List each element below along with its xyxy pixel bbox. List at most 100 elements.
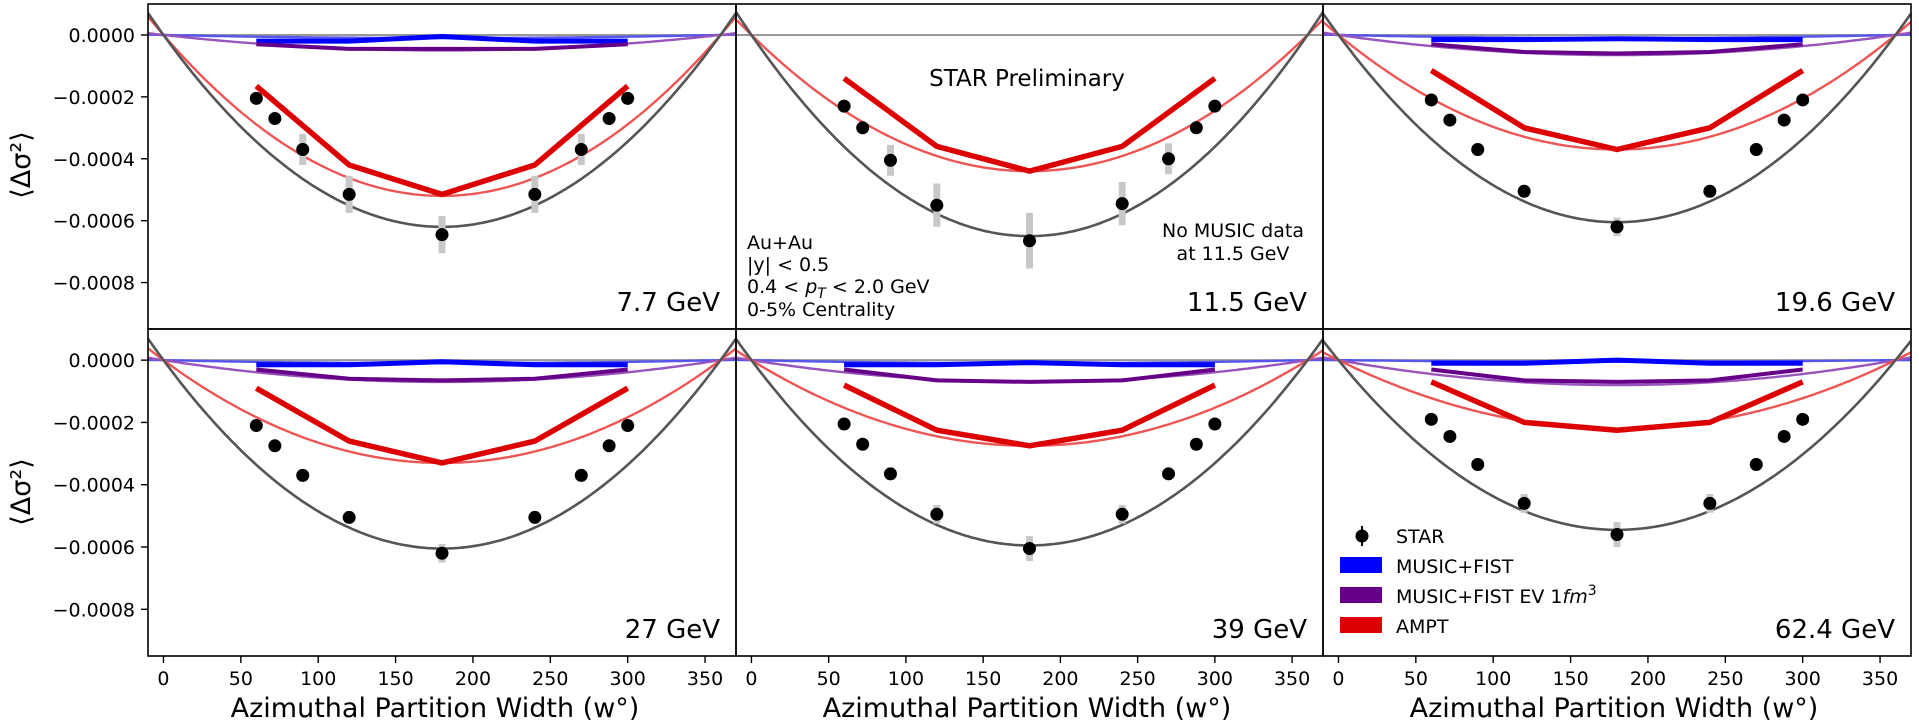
star-point [1471, 457, 1485, 471]
legend-music-swatch [1340, 557, 1382, 573]
music-fist-band [256, 34, 628, 44]
x-tick-label: 50 [229, 668, 253, 690]
legend-star-marker [1355, 529, 1369, 543]
panel-plot-area [1323, 12, 1911, 237]
x-tick-label: 250 [532, 668, 568, 690]
star-point [574, 468, 588, 482]
y-tick-label: −0.0004 [53, 149, 135, 171]
star-point [837, 417, 851, 431]
legend-star-label: STAR [1396, 526, 1444, 548]
x-tick-label: 100 [888, 668, 924, 690]
star-point [1796, 93, 1810, 107]
panels-layer: 7.7 GeV 0.0000 −0.0002 −0.0004 −0.0006 −0.000… [53, 3, 1912, 690]
star-point [342, 510, 356, 524]
star-point [528, 510, 542, 524]
x-tick-label: 50 [817, 668, 841, 690]
preliminary-label: STAR Preliminary [929, 66, 1125, 92]
x-tick-label: 350 [687, 668, 723, 690]
x-tick-label: 0 [745, 668, 757, 690]
star-point [435, 228, 449, 242]
legend-ampt-label: AMPT [1396, 616, 1449, 638]
star-point [249, 91, 263, 105]
star-point [1517, 184, 1531, 198]
ampt-band [254, 385, 630, 466]
ampt-fit-curve [736, 18, 1323, 173]
y-tick-label: 0.0000 [69, 350, 135, 372]
panel-1: 7.7 GeV 0.0000 −0.0002 −0.0004 −0.0006 −0.000… [53, 3, 737, 330]
legend-music-label: MUSIC+FIST [1396, 556, 1514, 578]
music-fist-band [256, 359, 628, 368]
star-point [602, 112, 616, 126]
star-point [342, 187, 356, 201]
panel-2: 11.5 GeV [735, 3, 1324, 330]
star-point [856, 121, 870, 135]
star-point [1443, 113, 1457, 127]
star-point [1115, 507, 1129, 521]
star-point [1189, 121, 1203, 135]
ampt-fit-curve [1323, 351, 1911, 430]
star-fit-curve [1323, 339, 1911, 532]
x-tick-label: 300 [610, 668, 646, 690]
y-tick-label: −0.0004 [53, 475, 135, 497]
music-fist-ev-band [1431, 42, 1803, 56]
star-point [1471, 142, 1485, 156]
ampt-band [1430, 379, 1804, 433]
x-tick-label: 200 [1630, 668, 1666, 690]
x-tick-label: 150 [1552, 668, 1588, 690]
y-tick-label: −0.0006 [53, 211, 135, 233]
star-point [621, 419, 635, 433]
x-tick-label: 200 [1042, 668, 1078, 690]
x-axis-title-3: Azimuthal Partition Width (w°) [1410, 693, 1819, 720]
energy-label: 11.5 GeV [1187, 288, 1307, 318]
star-point [528, 187, 542, 201]
x-tick-label: 250 [1707, 668, 1743, 690]
ampt-band [842, 76, 1217, 174]
x-tick-label: 300 [1785, 668, 1821, 690]
y-axis-title-bottom: ⟨Δσ²⟩ [6, 458, 37, 525]
panel-4: 27 GeV 0.0000 −0.0002 −0.0004 −0.0006 −0.0008… [53, 328, 737, 690]
star-point [268, 112, 282, 126]
ampt-band [254, 83, 630, 198]
star-point [1189, 437, 1203, 451]
x-tick-label: 100 [1475, 668, 1511, 690]
panel-plot-area [148, 12, 736, 254]
legend-ampt-swatch [1340, 617, 1382, 633]
x-axis-title-2: Azimuthal Partition Width (w°) [823, 693, 1232, 720]
star-point [602, 439, 616, 453]
music-fist-ev-band [256, 42, 628, 51]
music-fist-band [1431, 36, 1803, 43]
star-point [1777, 429, 1791, 443]
star-point [856, 437, 870, 451]
music-fist-ev-band [843, 367, 1216, 384]
star-point [883, 467, 897, 481]
star-point [1023, 234, 1036, 248]
star-point [621, 91, 635, 105]
star-point [1023, 542, 1036, 556]
x-tick-label: 100 [300, 668, 336, 690]
star-point [1208, 99, 1222, 113]
system-note-4: 0-5% Centrality [747, 299, 895, 321]
star-point [1749, 457, 1763, 471]
x-tick-label: 50 [1404, 668, 1428, 690]
no-music-note-1: No MUSIC data [1162, 220, 1304, 242]
panel-5: 39 GeV 0 50 100 150 200 250 300 350 [735, 328, 1324, 690]
star-point [1777, 113, 1791, 127]
panel-plot-area [736, 338, 1323, 562]
y-tick-label: −0.0002 [53, 87, 135, 109]
energy-label: 39 GeV [1212, 615, 1307, 645]
y-tick-label: 0.0000 [69, 25, 135, 47]
no-music-note-2: at 11.5 GeV [1177, 243, 1290, 265]
star-point [837, 99, 851, 113]
ampt-fit-curve [148, 15, 736, 198]
panel-plot-area [1323, 339, 1911, 547]
ampt-band [842, 382, 1217, 449]
music-fist-ev-band [256, 367, 628, 383]
star-point [435, 546, 449, 560]
x-tick-label: 0 [1332, 668, 1344, 690]
panel-6: 62.4 GeV 0 50 100 150 200 250 300 350 [1322, 328, 1912, 690]
star-point [930, 198, 944, 212]
star-point [1208, 417, 1222, 431]
star-point [930, 507, 944, 521]
ampt-band [1429, 68, 1805, 153]
